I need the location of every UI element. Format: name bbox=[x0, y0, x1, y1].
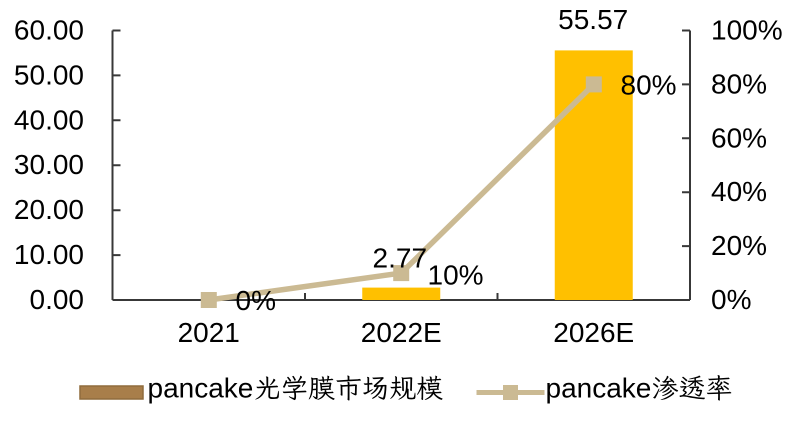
svg-text:50.00: 50.00 bbox=[14, 59, 84, 90]
svg-text:2.77: 2.77 bbox=[373, 243, 428, 274]
svg-text:0%: 0% bbox=[236, 285, 276, 316]
svg-text:20.00: 20.00 bbox=[14, 194, 84, 225]
svg-text:80%: 80% bbox=[711, 68, 767, 99]
svg-text:10%: 10% bbox=[428, 260, 484, 291]
svg-text:60%: 60% bbox=[711, 122, 767, 153]
svg-text:80%: 80% bbox=[621, 70, 677, 101]
svg-text:pancake: pancake bbox=[148, 373, 254, 404]
svg-text:100%: 100% bbox=[711, 15, 783, 46]
svg-text:60.00: 60.00 bbox=[14, 15, 84, 46]
svg-text:2026E: 2026E bbox=[553, 317, 634, 348]
svg-text:2021: 2021 bbox=[178, 317, 240, 348]
svg-text:20%: 20% bbox=[711, 230, 767, 261]
svg-text:2022E: 2022E bbox=[361, 317, 442, 348]
svg-text:0%: 0% bbox=[711, 284, 751, 315]
svg-text:30.00: 30.00 bbox=[14, 149, 84, 180]
svg-text:40%: 40% bbox=[711, 176, 767, 207]
svg-text:0.00: 0.00 bbox=[30, 284, 85, 315]
svg-text:55.57: 55.57 bbox=[558, 4, 628, 35]
svg-text:10.00: 10.00 bbox=[14, 239, 84, 270]
svg-text:pancake: pancake bbox=[546, 373, 652, 404]
svg-text:40.00: 40.00 bbox=[14, 104, 84, 135]
